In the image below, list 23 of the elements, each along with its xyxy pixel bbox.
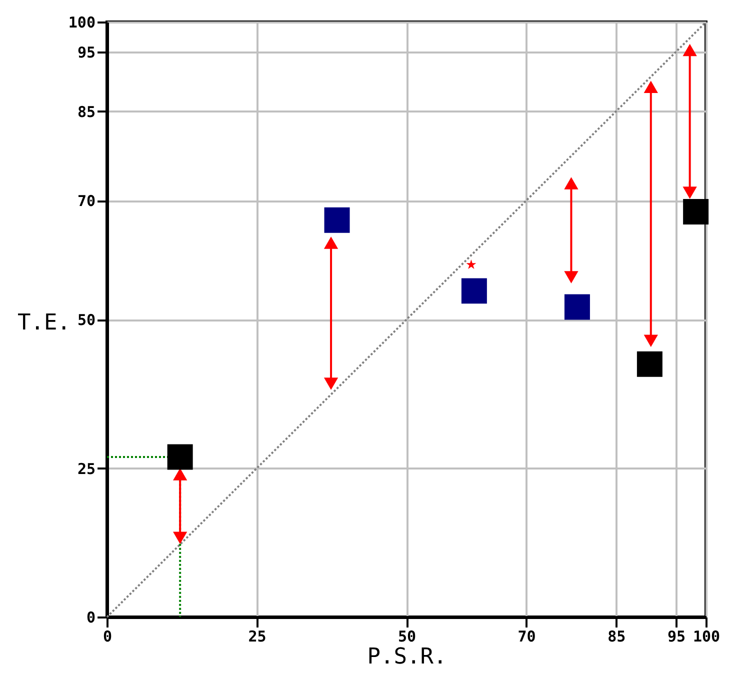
point [683,199,709,225]
x-tick-label: 0 [102,628,112,646]
y-tick-label: 25 [77,460,96,478]
point [167,444,193,470]
y-tick-label: 95 [77,43,96,62]
y-tick-label: 70 [77,192,96,210]
x-tick-label: 50 [398,628,416,646]
x-tick-label: 95 [668,628,686,646]
point [564,294,590,320]
y-tick-label: 0 [86,608,96,626]
x-axis-title: P.S.R. [367,644,447,670]
x-tick-label: 100 [692,628,720,646]
y-tick-label: 50 [77,311,96,329]
point [466,260,476,269]
x-tick-label: 85 [608,628,626,646]
point [324,207,350,233]
y-tick-label: 85 [77,102,96,121]
x-tick-label: 70 [518,628,536,646]
point [636,351,662,377]
y-tick-label: 100 [68,14,96,32]
x-tick-label: 25 [248,628,266,646]
y-axis-title: T.E. [18,310,70,336]
point [461,278,487,304]
